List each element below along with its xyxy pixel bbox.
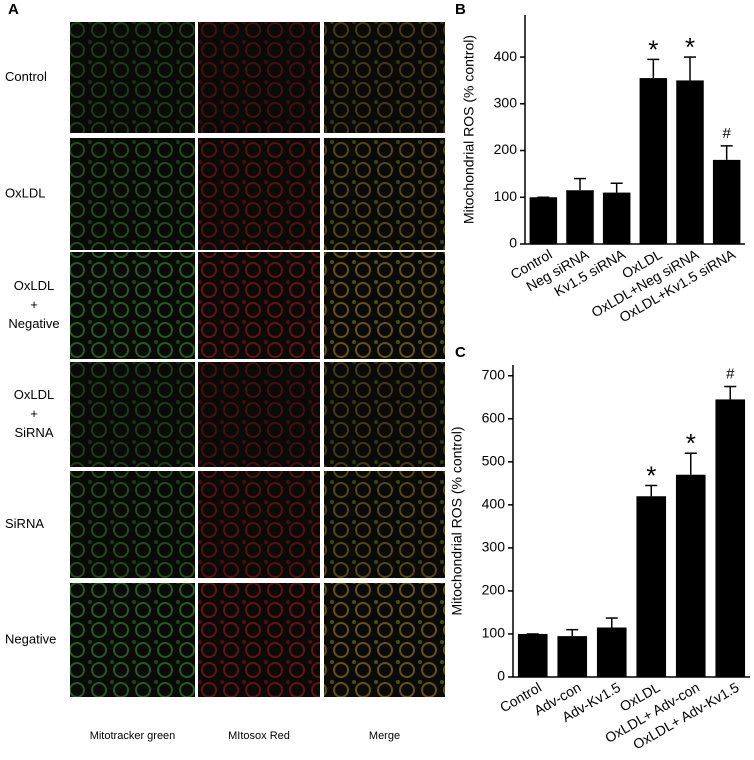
bar	[675, 474, 706, 677]
y-tick-label: 0	[497, 668, 505, 684]
y-axis-label: Mitochondrial ROS (% control)	[449, 426, 465, 615]
micrograph-texture	[70, 138, 195, 250]
micrograph-texture	[70, 252, 195, 359]
column-label: Mitotracker green	[90, 730, 176, 742]
bar	[529, 197, 558, 244]
significance-mark: *	[648, 34, 658, 64]
row-label: OxLDL	[5, 185, 45, 200]
significance-mark: *	[646, 460, 656, 490]
micrograph-texture	[70, 583, 195, 697]
micrograph-texture	[198, 583, 320, 697]
y-tick-label: 100	[482, 625, 506, 641]
row-label: OxLDL	[14, 387, 54, 402]
significance-mark: *	[685, 32, 695, 62]
y-tick-label: 400	[482, 496, 506, 512]
bar	[639, 78, 668, 245]
row-label: OxLDL	[14, 278, 54, 293]
panel-label: B	[455, 1, 466, 18]
row-label: SiRNA	[5, 516, 44, 531]
bar	[596, 627, 627, 677]
bar	[712, 159, 741, 244]
micrograph-texture	[70, 362, 195, 467]
y-tick-label: 400	[494, 48, 518, 64]
bar	[517, 633, 548, 677]
bar	[602, 192, 631, 244]
bar	[566, 190, 594, 244]
micrograph-texture	[198, 252, 320, 359]
y-tick-label: 300	[482, 539, 506, 555]
micrograph-texture	[198, 138, 320, 250]
y-tick-label: 200	[482, 582, 506, 598]
y-tick-label: 200	[494, 141, 518, 157]
bar	[636, 496, 667, 677]
row-label: +	[30, 297, 38, 312]
micrograph-texture	[198, 362, 320, 467]
y-tick-label: 600	[482, 409, 506, 425]
y-axis-label: Mitochondrial ROS (% control)	[461, 35, 477, 224]
micrograph-texture	[324, 471, 445, 578]
micrograph-texture	[70, 22, 195, 133]
bar	[557, 636, 588, 677]
row-label: Control	[5, 69, 47, 84]
column-label: Merge	[369, 730, 400, 742]
y-tick-label: 500	[482, 453, 506, 469]
y-tick-label: 300	[494, 94, 518, 110]
bar	[715, 399, 746, 677]
bar	[676, 80, 704, 244]
row-label: Negative	[8, 316, 59, 331]
row-label: Negative	[5, 631, 56, 646]
y-tick-label: 700	[482, 366, 506, 382]
column-label: MItosox Red	[228, 730, 290, 742]
micrograph-texture	[324, 252, 445, 359]
significance-mark: #	[722, 125, 731, 142]
panel-label: C	[455, 344, 466, 361]
y-tick-label: 100	[494, 188, 518, 204]
row-label: +	[30, 406, 38, 421]
panel-label: A	[8, 1, 19, 18]
y-tick-label: 0	[509, 235, 517, 251]
significance-mark: *	[686, 428, 696, 458]
micrograph-texture	[70, 471, 195, 578]
micrograph-texture	[198, 22, 320, 133]
micrograph-texture	[324, 362, 445, 467]
micrograph-texture	[324, 22, 445, 133]
micrograph-texture	[324, 583, 445, 697]
significance-mark: #	[726, 365, 735, 382]
row-label: SiRNA	[14, 425, 53, 440]
micrograph-texture	[198, 471, 320, 578]
micrograph-texture	[324, 138, 445, 250]
